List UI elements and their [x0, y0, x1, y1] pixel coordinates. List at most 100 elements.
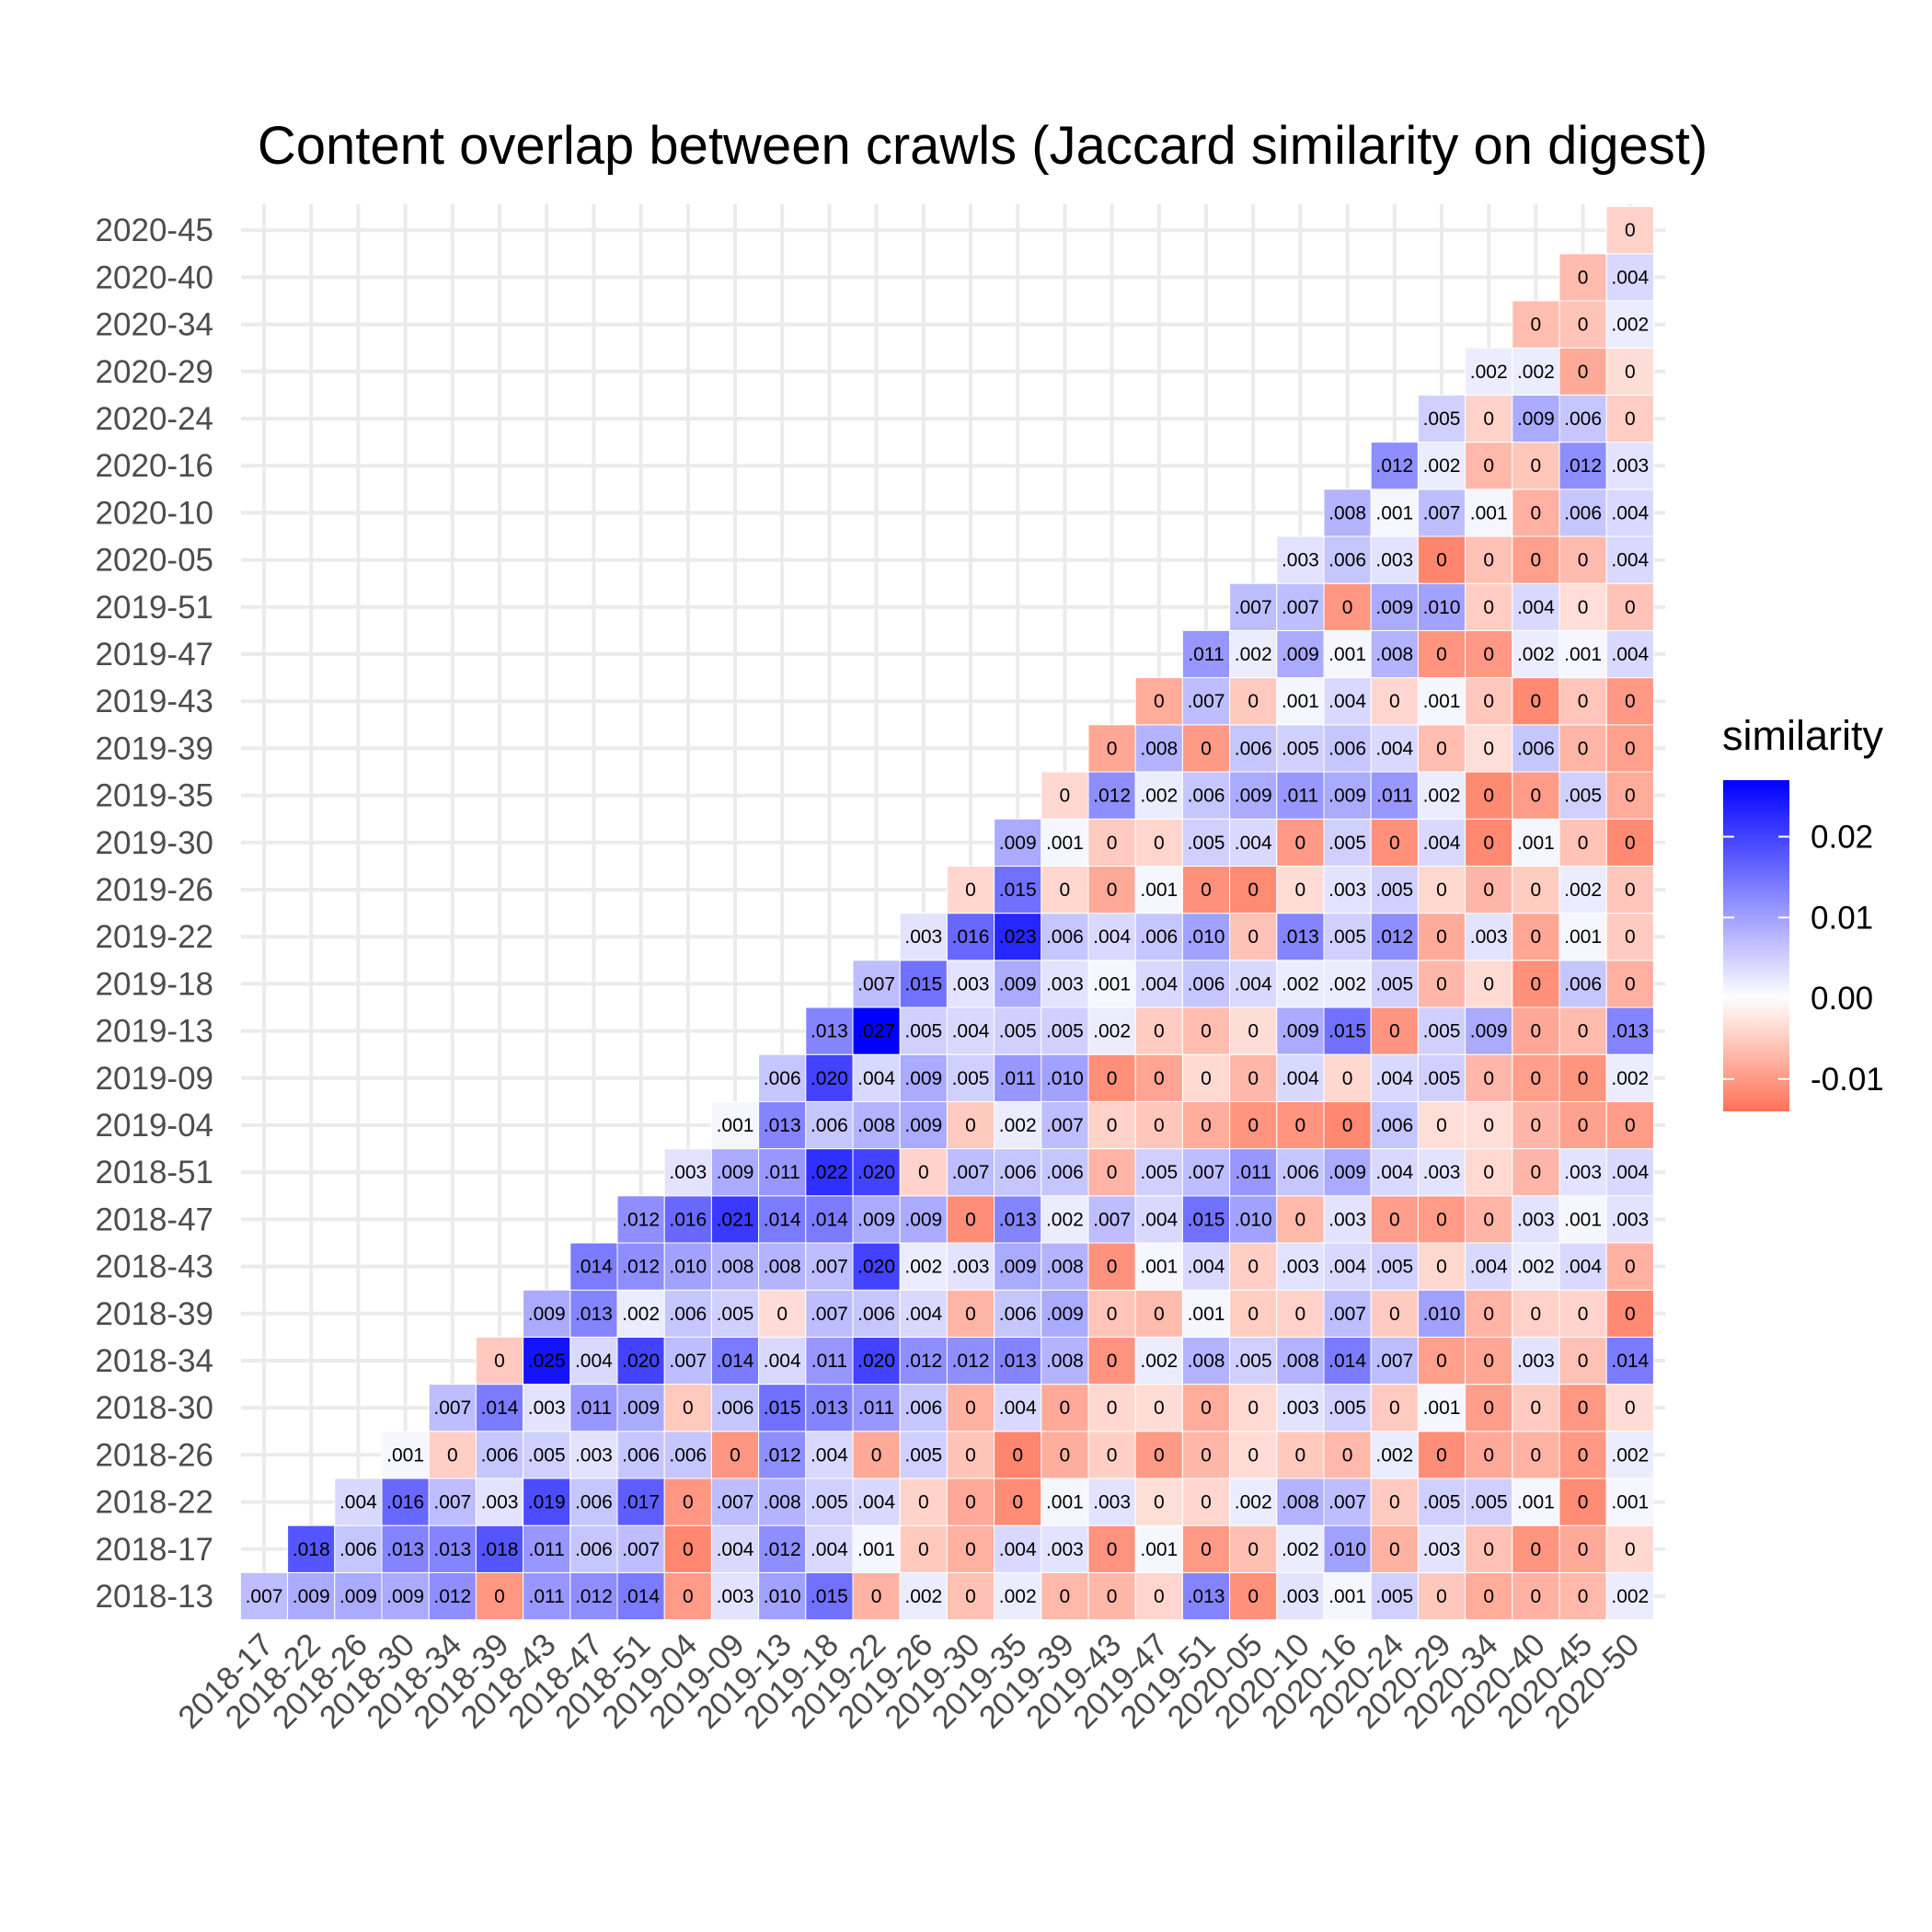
- cell-value-label: .003: [1046, 973, 1084, 995]
- heatmap-cell: [287, 1524, 336, 1573]
- y-tick-label: 2020-10: [96, 495, 213, 531]
- cell-value-label: 0: [1154, 1492, 1165, 1513]
- cell-value-label: .004: [1140, 1209, 1178, 1230]
- heatmap-cell: [1465, 535, 1513, 584]
- cell-value-label: 0: [1531, 691, 1542, 712]
- cell-value-label: .007: [433, 1397, 471, 1419]
- cell-value-label: 0: [1436, 926, 1447, 948]
- cell-value-label: .007: [1093, 1209, 1131, 1230]
- cell-value-label: .003: [1282, 550, 1319, 571]
- heatmap-cell: [899, 1478, 948, 1526]
- cell-value-label: .008: [857, 1115, 895, 1136]
- cell-value-label: .006: [575, 1539, 613, 1560]
- cell-value-label: .009: [1282, 1021, 1319, 1042]
- heatmap-cell: [1417, 1571, 1466, 1621]
- cell-value-label: 0: [494, 1351, 505, 1372]
- cell-value-label: .015: [1328, 1021, 1366, 1042]
- cell-value-label: 0: [1578, 691, 1589, 712]
- heatmap-cell: [1323, 1478, 1372, 1526]
- heatmap-cell: [1370, 1053, 1419, 1102]
- heatmap-cell: [1605, 1571, 1654, 1621]
- cell-value-label: .009: [904, 1068, 942, 1089]
- heatmap-cell: [1323, 535, 1372, 584]
- heatmap-cell: [1323, 1100, 1372, 1150]
- cell-value-label: .004: [1375, 1162, 1413, 1183]
- y-tick-label: 2019-35: [96, 778, 213, 814]
- cell-value-label: .016: [952, 926, 990, 948]
- cell-value-label: 0: [1201, 1397, 1212, 1419]
- cell-value-label: .004: [1282, 1068, 1319, 1089]
- heatmap-cell: [1417, 394, 1466, 443]
- heatmap-cell: [1134, 818, 1183, 867]
- heatmap-cell: [994, 1053, 1042, 1102]
- cell-value-label: .002: [1140, 1351, 1178, 1372]
- heatmap-cell: [1229, 1148, 1278, 1197]
- heatmap-cell: [616, 1195, 665, 1244]
- heatmap-cell: [758, 1100, 807, 1150]
- cell-value-label: .001: [1046, 833, 1084, 854]
- cell-value-label: .001: [1470, 502, 1508, 523]
- heatmap-cell: [523, 1524, 571, 1573]
- cell-value-label: .003: [1375, 550, 1413, 571]
- cell-value-label: .014: [717, 1351, 754, 1372]
- cell-value-label: .003: [1611, 455, 1649, 477]
- heatmap-cell: [1417, 535, 1466, 584]
- heatmap-cell: [1229, 913, 1278, 961]
- cell-value-label: 0: [1107, 1162, 1118, 1183]
- heatmap-cell: [1605, 1289, 1654, 1338]
- cell-value-label: .002: [1046, 1209, 1084, 1230]
- cell-value-label: .006: [1282, 1162, 1319, 1183]
- heatmap-cell: [1134, 1006, 1183, 1055]
- heatmap-cell: [1134, 1100, 1183, 1150]
- heatmap-cell: [1041, 1100, 1089, 1150]
- heatmap-cell: [1558, 865, 1607, 914]
- cell-value-label: 0: [1483, 408, 1494, 430]
- heatmap-cell: [994, 1195, 1042, 1244]
- cell-value-label: .007: [1188, 1162, 1225, 1183]
- heatmap-cell: [1417, 1289, 1466, 1338]
- heatmap-cell: [1087, 1571, 1136, 1621]
- cell-value-label: .014: [1328, 1351, 1366, 1372]
- cell-value-label: 0: [1483, 1397, 1494, 1419]
- cell-value-label: 0: [1107, 738, 1118, 759]
- cell-value-label: .008: [764, 1257, 801, 1278]
- heatmap-cell: [1229, 582, 1278, 631]
- heatmap-cell: [994, 1384, 1042, 1432]
- cell-value-label: .009: [1046, 1304, 1084, 1325]
- cell-value-label: .001: [1328, 1586, 1366, 1607]
- cell-value-label: 0: [1107, 1257, 1118, 1278]
- heatmap-cell: [1229, 1006, 1278, 1055]
- cell-value-label: .003: [1423, 1162, 1461, 1183]
- cell-value-label: 0: [965, 1209, 976, 1230]
- heatmap-cell: [1370, 960, 1419, 1008]
- cell-value-label: .006: [669, 1304, 707, 1325]
- cell-value-label: .013: [386, 1539, 424, 1560]
- cell-value-label: .005: [528, 1444, 566, 1466]
- cell-value-label: 0: [1531, 1304, 1542, 1325]
- cell-value-label: .006: [481, 1444, 519, 1466]
- cell-value-label: 0: [447, 1444, 458, 1466]
- cell-value-label: .008: [1046, 1257, 1084, 1278]
- cell-value-label: .013: [1282, 926, 1319, 948]
- heatmap-cell: [758, 1195, 807, 1244]
- heatmap-cell: [569, 1289, 618, 1338]
- cell-value-label: 0: [1012, 1492, 1023, 1513]
- heatmap-cell: [1512, 960, 1560, 1008]
- heatmap-cell: [1417, 865, 1466, 914]
- cell-value-label: .005: [1188, 833, 1225, 854]
- cell-value-label: 0: [1436, 1257, 1447, 1278]
- cell-value-label: 0: [1154, 1021, 1165, 1042]
- cell-value-label: .005: [1328, 1397, 1366, 1419]
- cell-value-label: 0: [1436, 1586, 1447, 1607]
- y-tick-label: 2020-29: [96, 354, 213, 390]
- cell-value-label: 0: [1107, 1115, 1118, 1136]
- cell-value-label: 0: [1107, 1586, 1118, 1607]
- cell-value-label: .004: [1235, 833, 1272, 854]
- cell-value-label: .002: [1375, 1444, 1413, 1466]
- cell-value-label: .004: [1611, 1162, 1649, 1183]
- heatmap-cell: [994, 1524, 1042, 1573]
- heatmap-cell: [1323, 1289, 1372, 1338]
- cell-value-label: 0: [1248, 1539, 1259, 1560]
- cell-value-label: .007: [1046, 1115, 1084, 1136]
